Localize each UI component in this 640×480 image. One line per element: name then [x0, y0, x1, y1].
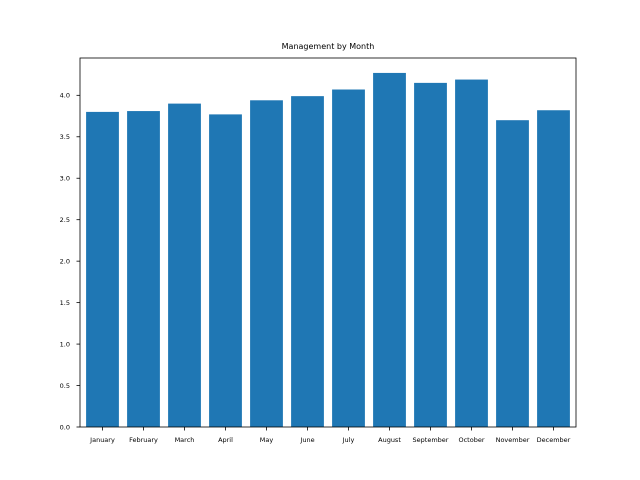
x-tick-label: August	[378, 436, 401, 444]
bar-july	[332, 89, 365, 428]
bar-december	[537, 110, 570, 427]
bar-february	[127, 111, 160, 427]
x-tick-label: March	[175, 436, 195, 444]
bar-october	[455, 79, 488, 428]
bar-november	[496, 120, 529, 427]
x-tick-label: September	[413, 436, 449, 444]
plot-frame	[79, 57, 577, 428]
y-tick-label: 1.5	[60, 299, 70, 307]
x-axis: January February March April May June July Augu…	[89, 427, 571, 444]
x-tick-label: October	[458, 436, 484, 444]
y-tick-label: 2.5	[60, 216, 70, 224]
bar-september	[414, 82, 447, 427]
x-tick-label: June	[299, 436, 314, 444]
y-tick-label: 1.0	[60, 340, 70, 348]
y-tick-label: 0.5	[60, 382, 70, 390]
y-tick-label: 0.0	[60, 423, 70, 431]
x-tick-label: July	[342, 436, 355, 444]
bar-august	[373, 72, 406, 427]
bar-june	[291, 96, 324, 427]
bar-may	[250, 100, 283, 427]
x-tick-label: April	[218, 436, 233, 444]
x-tick-label: November	[496, 436, 530, 444]
x-tick-label: February	[129, 436, 158, 444]
y-tick-label: 3.0	[60, 175, 70, 183]
x-tick-label: December	[537, 436, 571, 444]
bar-april	[209, 114, 242, 427]
y-tick-label: 4.0	[60, 92, 70, 100]
bar-march	[168, 103, 201, 427]
bars-group	[86, 72, 570, 428]
bar-january	[86, 111, 119, 428]
y-tick-label: 3.5	[60, 133, 70, 141]
y-axis: 0.0 0.5 1.0 1.5 2.0 2.5 3.0 3.5 4.0	[60, 92, 80, 431]
y-tick-label: 2.0	[60, 257, 70, 265]
x-tick-label: May	[260, 436, 274, 444]
x-tick-label: January	[89, 436, 115, 444]
chart-title: Management by Month	[282, 42, 375, 51]
